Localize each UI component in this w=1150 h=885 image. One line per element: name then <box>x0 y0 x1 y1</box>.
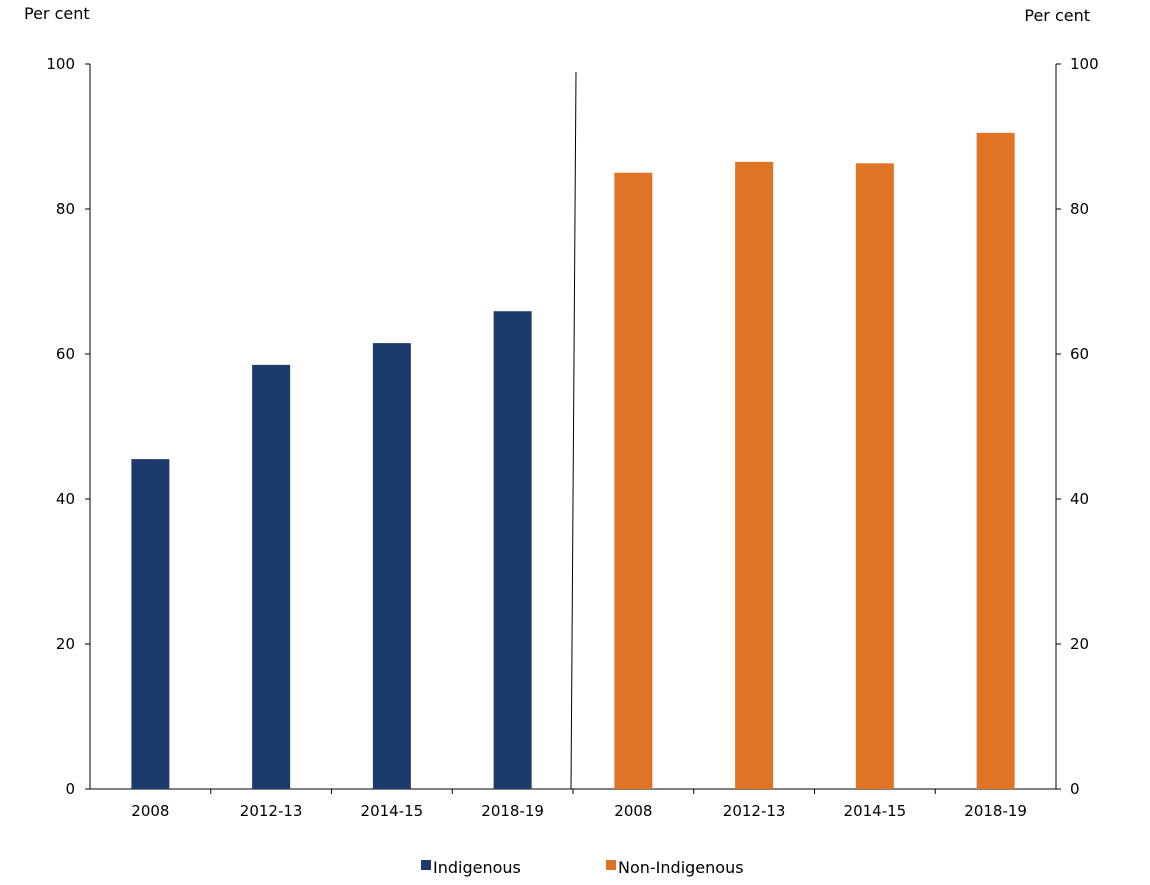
left-axis-unit-label: Per cent <box>24 4 90 23</box>
left-axis-tick-label: 60 <box>56 345 75 363</box>
labels: 0 20 40 60 80 100 0 20 40 60 80 100 2008 2012-13 2014-… <box>46 55 1098 820</box>
bar-non-indigenous-4 <box>614 172 653 789</box>
right-axis-tick-label: 100 <box>1070 55 1099 73</box>
axes <box>85 63 1061 794</box>
x-axis-tick-label: 2008 <box>131 802 169 820</box>
right-axis-tick-label: 20 <box>1070 635 1089 653</box>
left-axis-tick-label: 0 <box>65 780 75 798</box>
left-axis-tick-label: 80 <box>56 200 75 218</box>
left-axis-tick-label: 100 <box>46 55 75 73</box>
bar-indigenous-0 <box>131 459 170 789</box>
x-axis-tick-label: 2014-15 <box>361 802 424 820</box>
x-axis-tick-label: 2018-19 <box>481 802 544 820</box>
left-axis-tick-label: 20 <box>56 635 75 653</box>
legend: Indigenous Non-Indigenous <box>421 858 744 877</box>
left-axis-tick-label: 40 <box>56 490 75 508</box>
x-axis-tick-label: 2012-13 <box>723 802 786 820</box>
right-axis-tick-label: 40 <box>1070 490 1089 508</box>
right-axis-unit-label: Per cent <box>1024 6 1090 25</box>
x-axis-tick-label: 2018-19 <box>964 802 1027 820</box>
legend-swatch-indigenous <box>421 860 431 870</box>
bar-indigenous-2 <box>372 343 411 789</box>
x-axis-tick-label: 2012-13 <box>240 802 303 820</box>
group-divider-line <box>570 71 577 790</box>
legend-label-non-indigenous: Non-Indigenous <box>618 858 744 877</box>
legend-label-indigenous: Indigenous <box>433 858 521 877</box>
bar-indigenous-3 <box>493 311 532 789</box>
right-axis-tick-label: 0 <box>1070 780 1080 798</box>
bar-non-indigenous-7 <box>976 132 1015 789</box>
bar-indigenous-1 <box>252 364 291 789</box>
right-axis-tick-label: 80 <box>1070 200 1089 218</box>
x-axis-tick-label: 2014-15 <box>844 802 907 820</box>
x-axis-tick-label: 2008 <box>614 802 652 820</box>
bar-non-indigenous-5 <box>735 161 774 789</box>
bar-non-indigenous-6 <box>855 163 894 789</box>
right-axis-tick-label: 60 <box>1070 345 1089 363</box>
legend-swatch-non-indigenous <box>606 860 616 870</box>
bars <box>131 132 1015 789</box>
